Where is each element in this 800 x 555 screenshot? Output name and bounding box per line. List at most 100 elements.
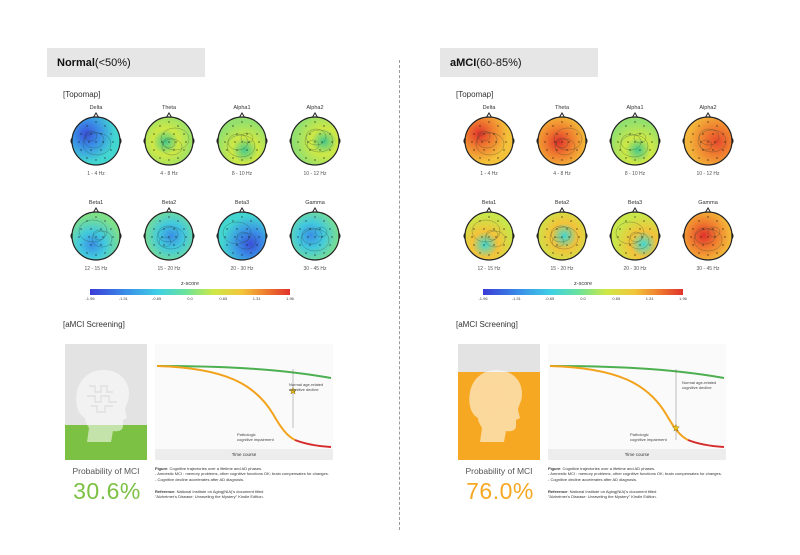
topomap-head-icon [289,207,341,261]
probability-value: 30.6% [73,478,141,504]
reference-title: Reference [548,489,568,494]
topomap-band-label: Theta [161,105,177,111]
topomap-band-label: Gamma [305,200,325,206]
topomap-band-label: Delta [482,105,496,111]
probability-value: 76.0% [466,478,534,504]
pathologic-label: cognitive impairment [237,437,275,442]
zscore-colorbar [90,289,290,295]
zscore-tick-label: 0.0 [580,296,586,301]
topomap-head-icon [609,207,661,261]
topomap-frequency-label: 30 - 45 Hz [303,266,327,272]
topomap-label: [Topomap] [456,90,494,99]
normal-decline-curve [549,365,725,379]
zscore-ticks: -1.96 -1.31 -0.65 0.0 0.65 1.31 1.96 [85,296,293,303]
topomap-head-icon [536,207,588,261]
topomap-head-icon [143,207,195,261]
topomap-frequency-label: 12 - 15 Hz [477,266,501,272]
topomap-head-icon [682,112,734,166]
normal-label: cognitive decline [289,387,319,392]
reference: Reference: National Institute on Aging(N… [548,489,738,500]
zscore-tick-label: -0.65 [152,296,162,301]
topomap-beta2: Beta2 15 - 20 Hz [136,199,202,273]
patient-position-star-icon [289,386,297,395]
topomap-band-label: Beta3 [627,200,643,206]
time-course-label: Time course [624,452,650,457]
zscore-tick-label: 0.65 [612,296,621,301]
topomap-frequency-label: 1 - 4 Hz [480,171,498,177]
normal-label: Normal age-related [289,382,323,387]
zscore-tick-label: 1.96 [286,296,294,301]
topomap-frequency-label: 12 - 15 Hz [84,266,108,272]
panel-title-bold: aMCI [450,56,477,69]
topomap-band-label: Alpha1 [626,105,644,111]
topomap-beta1: Beta1 12 - 15 Hz [63,199,129,273]
screening-label: [aMCI Screening] [63,320,125,329]
pathologic-curve [294,439,332,448]
zscore-label: z-score [180,281,200,287]
topomap-alpha2: Alpha2 10 - 12 Hz [675,104,741,178]
zscore-tick-label: -1.31 [511,296,521,301]
zscore-tick-label: -1.96 [85,296,95,301]
topomap-frequency-label: 8 - 10 Hz [231,171,253,177]
zscore-label: z-score [573,281,593,287]
normal-decline-curve [156,365,332,379]
pathologic-label: Pathologic [630,432,649,437]
topomap-frequency-label: 20 - 30 Hz [230,266,254,272]
panel-amci: aMCI (60-85%) [Topomap] Delta 1 - 4 Hz Thet… [440,48,792,538]
topomap-frequency-label: 1 - 4 Hz [87,171,105,177]
zscore-tick-label: 0.0 [187,296,193,301]
probability-label: Probability of MCI [465,466,533,476]
topomap-band-label: Alpha1 [233,105,251,111]
head-silhouette-icon [76,370,129,442]
probability-head-graphic [65,344,147,460]
topomap-band-label: Beta2 [161,200,177,206]
topomap-frequency-label: 4 - 8 Hz [160,171,178,177]
figure-caption-text: : Cognitive trajectories over a lifetime… [167,466,263,471]
probability-head-graphic [458,344,540,460]
time-course-bar [155,449,333,460]
topomap-delta: Delta 1 - 4 Hz [456,104,522,178]
topomap-label: [Topomap] [63,90,101,99]
cognitive-trajectory-chart: Normal age-related cognitive decline Patho… [155,344,333,460]
panel-title: aMCI (60-85%) [440,48,598,77]
zscore-tick-label: 1.31 [252,296,261,301]
center-divider [399,60,400,530]
figure-caption-title: Figure [548,466,561,471]
topomap-band-label: Beta3 [234,200,250,206]
topomap-head-icon [70,112,122,166]
zscore-tick-label: -1.96 [478,296,488,301]
zscore-ticks: -1.96 -1.31 -0.65 0.0 0.65 1.31 1.96 [478,296,686,303]
panel-title-bold: Normal [57,56,95,69]
reference-line: "Alzheimer's Disease: Unraveling the Mys… [155,494,264,500]
topomap-beta1: Beta1 12 - 15 Hz [456,199,522,273]
pathologic-label: cognitive impairment [630,437,668,442]
probability-label: Probability of MCI [72,466,140,476]
topomap-band-label: Beta2 [554,200,570,206]
zscore-tick-label: -1.31 [118,296,128,301]
topomap-head-icon [216,112,268,166]
topomap-beta3: Beta3 20 - 30 Hz [602,199,668,273]
topomap-head-icon [682,207,734,261]
mci-transition-curve [549,365,689,441]
zscore-colorbar [483,289,683,295]
time-course-label: Time course [231,452,257,457]
topomap-frequency-label: 30 - 45 Hz [696,266,720,272]
topomap-beta3: Beta3 20 - 30 Hz [209,199,275,273]
topomap-gamma: Gamma 30 - 45 Hz [282,199,348,273]
topomap-frequency-label: 4 - 8 Hz [553,171,571,177]
topomap-band-label: Beta1 [88,200,104,206]
figure-caption-line: - Amnestic MCI : memory problems, other … [155,471,329,477]
panel-normal: Normal (<50%) [Topomap] Delta 1 - 4 Hz Thet… [47,48,399,538]
topomap-theta: Theta 4 - 8 Hz [529,104,595,178]
topomap-alpha2: Alpha2 10 - 12 Hz [282,104,348,178]
figure-caption: Figure: Cognitive trajectories over a li… [548,466,738,482]
pathologic-curve [687,439,725,448]
topomap-beta2: Beta2 15 - 20 Hz [529,199,595,273]
reference-text: : National Institute on Aging(NIA)'s doc… [174,489,264,494]
head-silhouette-icon [469,370,522,442]
zscore-tick-label: 0.65 [219,296,228,301]
topomap-theta: Theta 4 - 8 Hz [136,104,202,178]
topomap-head-icon [289,112,341,166]
topomap-frequency-label: 15 - 20 Hz [550,266,574,272]
